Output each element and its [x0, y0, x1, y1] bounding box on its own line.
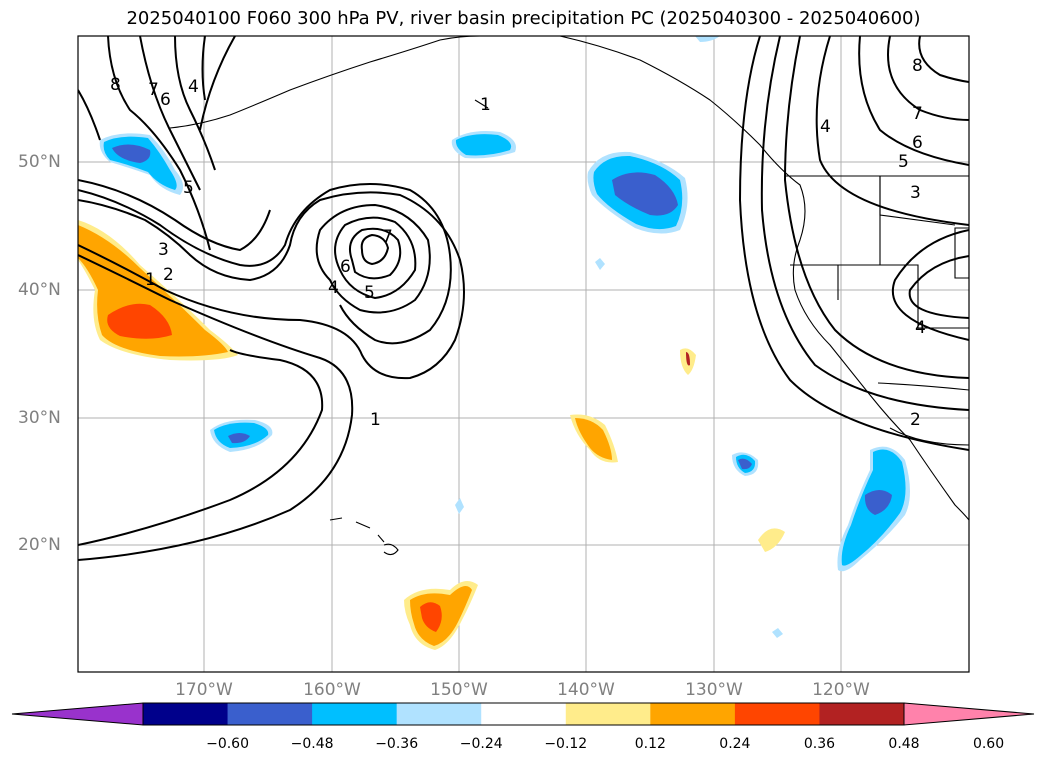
- contour-label: 5: [183, 178, 194, 198]
- colorbar-tick-label: 0.60: [972, 736, 1005, 752]
- contour-labels: 8 7 6 4 5 3 2 1 1 7 6 4 5 1 8 7 6 5 4 3 …: [110, 56, 926, 430]
- contour-label: 5: [364, 283, 375, 303]
- lon-label-130w: 130°W: [685, 680, 743, 700]
- colorbar-segment: [481, 703, 567, 725]
- contour-label: 6: [340, 257, 351, 277]
- colorbar-segment: [312, 703, 398, 725]
- contour-label: 1: [480, 95, 491, 115]
- colorbar-tick-label: −0.36: [375, 736, 419, 752]
- coastlines: [169, 36, 969, 556]
- colorbar-segment: [396, 703, 482, 725]
- contour-label: 2: [163, 265, 174, 285]
- contour-label: 6: [160, 90, 171, 110]
- colorbar-tick-label: 0.12: [634, 736, 666, 752]
- colorbar-extend-min: [12, 703, 143, 725]
- contour-label: 3: [910, 183, 921, 203]
- contour-label: 2: [910, 410, 921, 430]
- precip-positive-shading: [78, 220, 785, 650]
- colorbar-extend-max: [904, 703, 1034, 725]
- lon-label-170w: 170°W: [175, 680, 233, 700]
- contour-label: 6: [912, 133, 923, 153]
- contour-label: 4: [820, 117, 831, 137]
- lon-label-160w: 160°W: [303, 680, 361, 700]
- colorbar-tick-label: −0.60: [206, 736, 249, 752]
- contour-label: 5: [898, 152, 909, 172]
- colorbar-segment: [819, 703, 905, 725]
- contour-label: 4: [188, 77, 199, 97]
- colorbar-segment: [734, 703, 820, 725]
- colorbar-segment: [565, 703, 651, 725]
- colorbar-tick-label: 0.36: [803, 736, 836, 752]
- pv-contours: [78, 36, 969, 561]
- colorbar-segment: [650, 703, 736, 725]
- precip-negative-shading: [99, 36, 910, 638]
- contour-label: 4: [328, 278, 339, 298]
- map-frame: [77, 35, 970, 673]
- contour-label: 1: [145, 270, 156, 290]
- contour-label: 3: [158, 240, 169, 260]
- colorbar-tick-label: 0.48: [888, 736, 920, 752]
- lon-label-140w: 140°W: [557, 680, 615, 700]
- contour-label: 8: [110, 75, 121, 95]
- colorbar-segment: [143, 703, 229, 725]
- contour-label: 8: [912, 56, 923, 76]
- contour-label: 1: [370, 410, 381, 430]
- map-canvas: 8 7 6 4 5 3 2 1 1 7 6 4 5 1 8 7 6 5 4 3 …: [77, 35, 970, 673]
- lat-label-20n: 20°N: [18, 535, 61, 555]
- lat-label-50n: 50°N: [18, 152, 61, 172]
- colorbar-tick-label: −0.24: [459, 736, 503, 752]
- map-title: 2025040100 F060 300 hPa PV, river basin …: [126, 8, 921, 29]
- lat-label-30n: 30°N: [18, 408, 61, 428]
- lon-label-150w: 150°W: [430, 680, 488, 700]
- contour-label: 7: [148, 80, 159, 100]
- contour-label: 4: [915, 318, 926, 338]
- colorbar-tick-label: −0.12: [544, 736, 588, 752]
- lon-label-120w: 120°W: [812, 680, 870, 700]
- contour-label: 7: [382, 227, 393, 247]
- lat-label-40n: 40°N: [18, 280, 61, 300]
- colorbar-tick-label: −0.48: [290, 736, 334, 752]
- contour-label: 7: [912, 104, 923, 124]
- colorbar-tick-label: 0.24: [719, 736, 751, 752]
- colorbar-segment: [227, 703, 313, 725]
- colorbar: [11, 702, 1035, 726]
